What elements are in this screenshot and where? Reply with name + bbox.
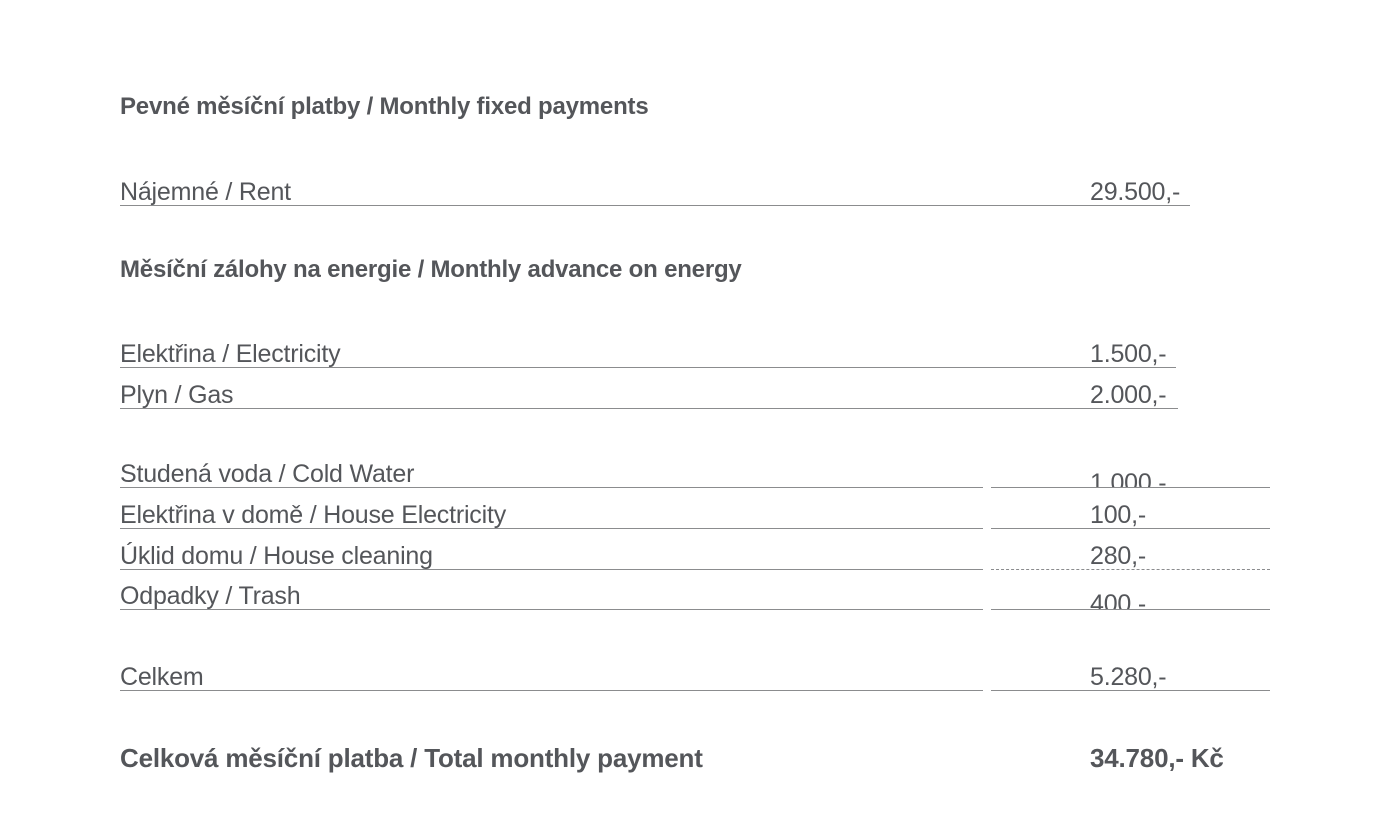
payment-row-electricity: Elektřina / Electricity 1.500,- [120,327,1176,368]
row-value: 2.000,- [1090,381,1167,409]
row-underline: Odpadky / Trash [120,569,983,610]
row-label: Elektřina v domě / House Electricity [120,501,507,529]
row-underline: Celkem [120,650,983,691]
row-value-underline: 100,- [991,488,1270,529]
row-label: Celkem [120,663,204,691]
payment-row-rent: Nájemné / Rent 29.500,- [120,165,1190,206]
section-heading-energy-advances: Měsíční zálohy na energie / Monthly adva… [120,256,742,283]
row-underline: Úklid domu / House cleaning [120,529,983,570]
row-value: 1.500,- [1090,340,1167,368]
row-underline: Studená voda / Cold Water [120,447,983,488]
row-value: 400,- [1090,591,1146,609]
row-label: Elektřina / Electricity [120,340,341,368]
row-value-clipped: 1.000,- [1090,470,1166,487]
row-value: 280,- [1090,542,1146,570]
row-value-clipped: 400,- [1090,591,1146,609]
row-label: Odpadky / Trash [120,582,301,610]
row-value: 100,- [1090,501,1146,529]
row-label: Plyn / Gas [120,381,234,409]
section-heading-fixed-payments: Pevné měsíční platby / Monthly fixed pay… [120,93,649,120]
row-underline: Elektřina v domě / House Electricity [120,488,983,529]
row-label: Nájemné / Rent [120,178,291,206]
row-value-underline: 1.000,- [991,447,1270,488]
row-value: 29.500,- [1090,178,1181,206]
row-label: Studená voda / Cold Water [120,460,415,488]
row-value: 5.280,- [1090,663,1167,691]
row-label: Úklid domu / House cleaning [120,542,433,570]
total-monthly-payment-value: 34.780,- Kč [1090,743,1224,773]
row-value: 1.000,- [1090,470,1167,487]
payment-row-gas: Plyn / Gas 2.000,- [120,368,1178,409]
row-value-underline: 5.280,- [991,650,1270,691]
total-monthly-payment-label: Celková měsíční platba / Total monthly p… [120,743,703,773]
row-value-underline-dashed: 280,- [991,529,1270,570]
row-value-underline: 400,- [991,569,1270,610]
